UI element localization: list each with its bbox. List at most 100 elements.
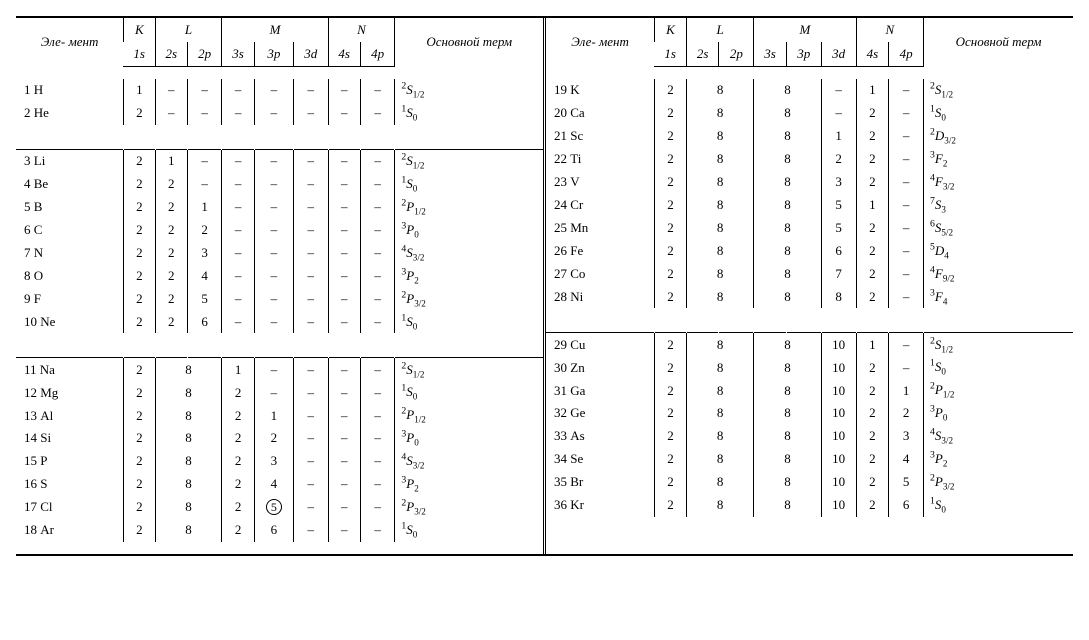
element-cell: 10 Ne — [16, 310, 124, 333]
config-cell: 8 — [754, 239, 821, 262]
config-cell: 2 — [655, 356, 687, 379]
table-row: 31 Ga28810212P1/2 — [546, 379, 1073, 402]
config-cell: 2 — [856, 494, 889, 517]
config-cell: – — [254, 102, 293, 125]
config-cell: 3 — [187, 242, 222, 265]
config-cell: – — [294, 219, 329, 242]
config-cell: – — [328, 473, 360, 496]
element-cell: 23 V — [546, 171, 655, 194]
config-cell: 10 — [821, 425, 856, 448]
config-cell: 10 — [821, 471, 856, 494]
config-cell: 2 — [655, 448, 687, 471]
config-cell: – — [254, 287, 293, 310]
config-cell: 2 — [222, 381, 254, 404]
config-cell: 2 — [222, 427, 254, 450]
config-cell: – — [360, 381, 395, 404]
config-cell: – — [222, 310, 254, 333]
config-cell: – — [254, 219, 293, 242]
config-cell: – — [187, 102, 222, 125]
config-cell: – — [328, 381, 360, 404]
config-cell: 8 — [754, 262, 821, 285]
config-cell: 6 — [187, 310, 222, 333]
config-cell: – — [222, 264, 254, 287]
table-row: 4 Be22––––––1S0 — [16, 173, 543, 196]
config-cell: – — [222, 196, 254, 219]
table-row: 3 Li21––––––2S1/2 — [16, 149, 543, 172]
ground-term-cell: 2P3/2 — [924, 471, 1073, 494]
element-cell: 27 Co — [546, 262, 655, 285]
config-cell: – — [294, 450, 329, 473]
table-row: 30 Zn288102–1S0 — [546, 356, 1073, 379]
config-cell: 2 — [856, 217, 889, 240]
config-cell: 6 — [821, 239, 856, 262]
table-body-left: 1 H1–––––––2S1/22 He2–––––––1S03 Li21–––… — [16, 67, 543, 554]
element-cell: 34 Se — [546, 448, 655, 471]
element-cell: 36 Kr — [546, 494, 655, 517]
ground-term-cell: 2P1/2 — [395, 196, 543, 219]
config-cell: – — [360, 242, 395, 265]
ground-term-cell: 3F4 — [924, 285, 1073, 308]
config-cell: 10 — [821, 494, 856, 517]
table-row: 12 Mg282––––1S0 — [16, 381, 543, 404]
ground-term-cell: 1S0 — [395, 310, 543, 333]
config-cell: 8 — [155, 404, 222, 427]
config-cell: – — [294, 79, 329, 102]
ground-term-cell: 5D4 — [924, 239, 1073, 262]
config-cell: 1 — [856, 333, 889, 356]
table-row: 35 Br28810252P3/2 — [546, 471, 1073, 494]
config-cell: 8 — [686, 494, 753, 517]
table-row: 5 B221–––––2P1/2 — [16, 196, 543, 219]
config-cell: – — [360, 173, 395, 196]
table-row: 13 Al2821–––2P1/2 — [16, 404, 543, 427]
config-cell: – — [821, 102, 856, 125]
config-cell: – — [328, 519, 360, 542]
config-cell: – — [360, 496, 395, 519]
element-cell: 3 Li — [16, 149, 124, 172]
config-cell: – — [889, 125, 924, 148]
config-cell: – — [254, 242, 293, 265]
element-cell: 7 N — [16, 242, 124, 265]
config-cell: 2 — [124, 219, 156, 242]
element-cell: 20 Ca — [546, 102, 655, 125]
ground-term-cell: 2P3/2 — [395, 287, 543, 310]
orb-1s: 1s — [124, 42, 156, 67]
table-row: 34 Se28810243P2 — [546, 448, 1073, 471]
table-row: 21 Sc28812–2D3/2 — [546, 125, 1073, 148]
ground-term-cell: 3P2 — [395, 264, 543, 287]
col-element: Эле- мент — [546, 18, 655, 67]
config-cell: 2 — [856, 448, 889, 471]
element-cell: 1 H — [16, 79, 124, 102]
config-cell: – — [889, 239, 924, 262]
ground-term-cell: 2S1/2 — [395, 79, 543, 102]
col-ground-term: Основной терм — [395, 18, 543, 67]
config-cell: 2 — [124, 264, 156, 287]
config-cell: 8 — [686, 125, 753, 148]
config-cell: 2 — [856, 285, 889, 308]
config-cell: 2 — [655, 425, 687, 448]
config-cell: 2 — [856, 379, 889, 402]
config-cell: – — [360, 519, 395, 542]
ground-term-cell: 2P3/2 — [395, 496, 543, 519]
element-cell: 17 Cl — [16, 496, 124, 519]
config-cell: – — [294, 404, 329, 427]
config-cell: – — [889, 171, 924, 194]
config-cell: 8 — [686, 425, 753, 448]
ground-term-cell: 2S1/2 — [395, 149, 543, 172]
config-cell: 2 — [655, 333, 687, 356]
config-cell: – — [360, 450, 395, 473]
ground-term-cell: 3P0 — [395, 219, 543, 242]
ground-term-cell: 4S3/2 — [395, 242, 543, 265]
config-cell: – — [328, 287, 360, 310]
config-cell: 8 — [155, 496, 222, 519]
config-cell: 2 — [655, 379, 687, 402]
element-cell: 6 C — [16, 219, 124, 242]
config-cell: – — [294, 102, 329, 125]
config-cell: 8 — [155, 381, 222, 404]
config-cell: – — [328, 310, 360, 333]
ground-term-cell: 2D3/2 — [924, 125, 1073, 148]
config-cell: 5 — [889, 471, 924, 494]
config-cell: – — [294, 242, 329, 265]
config-cell: – — [360, 287, 395, 310]
config-cell: 2 — [655, 471, 687, 494]
element-cell: 24 Cr — [546, 194, 655, 217]
